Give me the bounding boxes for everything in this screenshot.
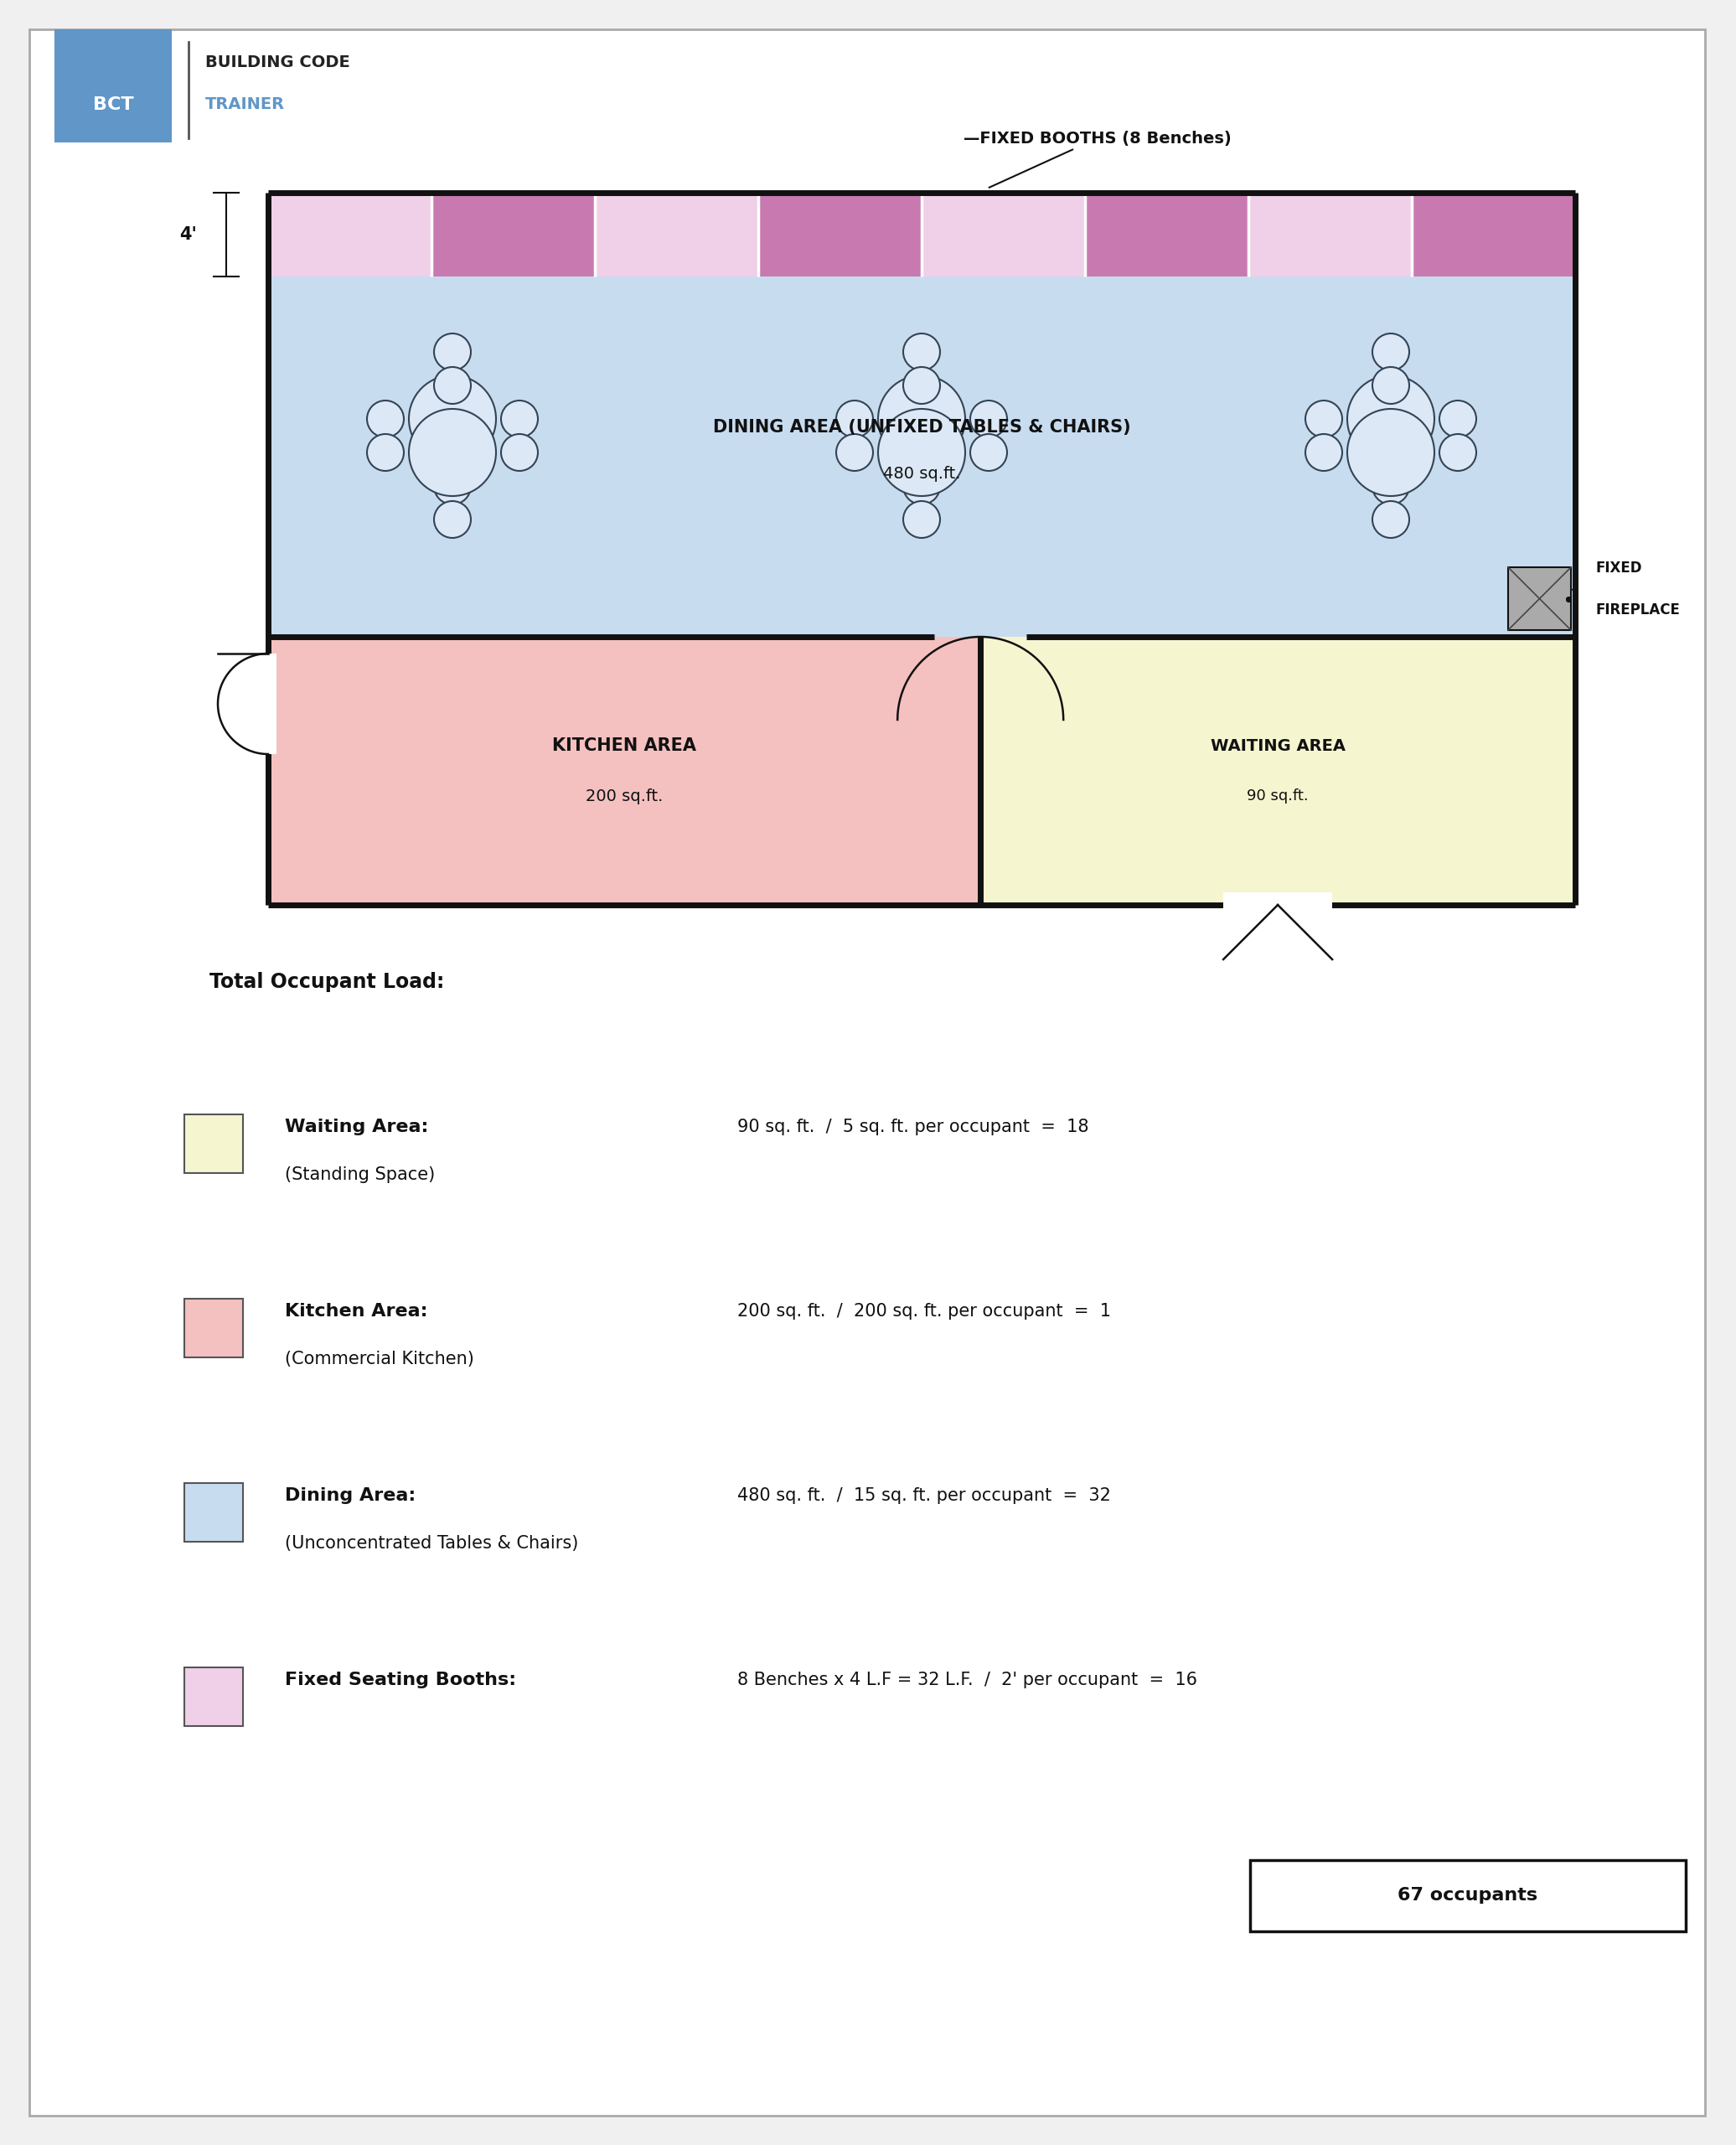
Circle shape — [502, 433, 538, 472]
Bar — [184, 1115, 243, 1173]
Circle shape — [434, 332, 470, 371]
Circle shape — [410, 410, 496, 495]
Circle shape — [903, 332, 941, 371]
Text: (Standing Space): (Standing Space) — [285, 1167, 436, 1184]
Circle shape — [903, 468, 941, 504]
Circle shape — [434, 367, 470, 403]
Bar — [1250, 1860, 1686, 1930]
Circle shape — [502, 401, 538, 438]
Text: Fixed Seating Booths:: Fixed Seating Booths: — [285, 1671, 516, 1688]
Bar — [595, 193, 759, 277]
Bar — [922, 193, 1085, 277]
Circle shape — [1373, 468, 1410, 504]
Text: 67 occupants: 67 occupants — [1397, 1888, 1538, 1905]
Bar — [184, 1667, 243, 1727]
Circle shape — [1373, 367, 1410, 403]
Text: DINING AREA (UNFIXED TABLES & CHAIRS): DINING AREA (UNFIXED TABLES & CHAIRS) — [713, 418, 1130, 435]
Circle shape — [434, 502, 470, 538]
Text: —FIXED BOOTHS (8 Benches): —FIXED BOOTHS (8 Benches) — [963, 131, 1231, 187]
Circle shape — [1439, 401, 1476, 438]
Circle shape — [434, 468, 470, 504]
Bar — [267, 277, 1575, 637]
Text: BUILDING CODE: BUILDING CODE — [205, 56, 351, 71]
Text: (Unconcentrated Tables & Chairs): (Unconcentrated Tables & Chairs) — [285, 1536, 578, 1551]
Text: Dining Area:: Dining Area: — [285, 1486, 417, 1504]
Circle shape — [970, 401, 1007, 438]
Text: 4': 4' — [181, 225, 198, 242]
Circle shape — [970, 433, 1007, 472]
Bar — [1224, 892, 1332, 914]
Circle shape — [1305, 401, 1342, 438]
Circle shape — [1373, 502, 1410, 538]
Circle shape — [1305, 433, 1342, 472]
Circle shape — [878, 375, 965, 463]
Circle shape — [1347, 375, 1434, 463]
Bar — [981, 637, 1575, 905]
Text: FIXED: FIXED — [1595, 560, 1642, 575]
Text: Total Occupant Load:: Total Occupant Load: — [210, 972, 444, 991]
Circle shape — [903, 502, 941, 538]
Bar — [184, 1482, 243, 1542]
Circle shape — [878, 410, 965, 495]
Text: 200 sq. ft.  /  200 sq. ft. per occupant  =  1: 200 sq. ft. / 200 sq. ft. per occupant =… — [738, 1302, 1111, 1319]
Text: 480 sq. ft.  /  15 sq. ft. per occupant  =  32: 480 sq. ft. / 15 sq. ft. per occupant = … — [738, 1486, 1111, 1504]
Text: 480 sq.ft.: 480 sq.ft. — [884, 465, 960, 480]
Bar — [759, 193, 922, 277]
Bar — [260, 654, 276, 755]
Circle shape — [366, 401, 404, 438]
Bar — [267, 637, 981, 905]
Text: KITCHEN AREA: KITCHEN AREA — [552, 738, 696, 755]
Text: 90 sq.ft.: 90 sq.ft. — [1246, 789, 1309, 804]
Bar — [267, 193, 432, 277]
Text: Waiting Area:: Waiting Area: — [285, 1118, 429, 1135]
Circle shape — [366, 433, 404, 472]
Circle shape — [410, 375, 496, 463]
Bar — [1509, 566, 1571, 631]
Text: 90 sq. ft.  /  5 sq. ft. per occupant  =  18: 90 sq. ft. / 5 sq. ft. per occupant = 18 — [738, 1118, 1088, 1135]
Text: (Commercial Kitchen): (Commercial Kitchen) — [285, 1351, 474, 1369]
Text: 200 sq.ft.: 200 sq.ft. — [585, 787, 663, 804]
Circle shape — [903, 367, 941, 403]
Circle shape — [837, 401, 873, 438]
Circle shape — [1347, 410, 1434, 495]
Text: FIREPLACE: FIREPLACE — [1595, 603, 1680, 618]
Text: 8 Benches x 4 L.F = 32 L.F.  /  2' per occupant  =  16: 8 Benches x 4 L.F = 32 L.F. / 2' per occ… — [738, 1671, 1198, 1688]
Text: Kitchen Area:: Kitchen Area: — [285, 1302, 427, 1319]
Circle shape — [1373, 332, 1410, 371]
Bar — [1248, 193, 1411, 277]
Text: TRAINER: TRAINER — [205, 97, 285, 114]
Bar — [1411, 193, 1575, 277]
Text: WAITING AREA: WAITING AREA — [1210, 738, 1345, 753]
Circle shape — [1439, 433, 1476, 472]
Bar — [184, 1298, 243, 1358]
Bar — [432, 193, 595, 277]
Circle shape — [837, 433, 873, 472]
Text: BCT: BCT — [92, 97, 134, 114]
Bar — [54, 30, 172, 142]
Bar — [1085, 193, 1248, 277]
